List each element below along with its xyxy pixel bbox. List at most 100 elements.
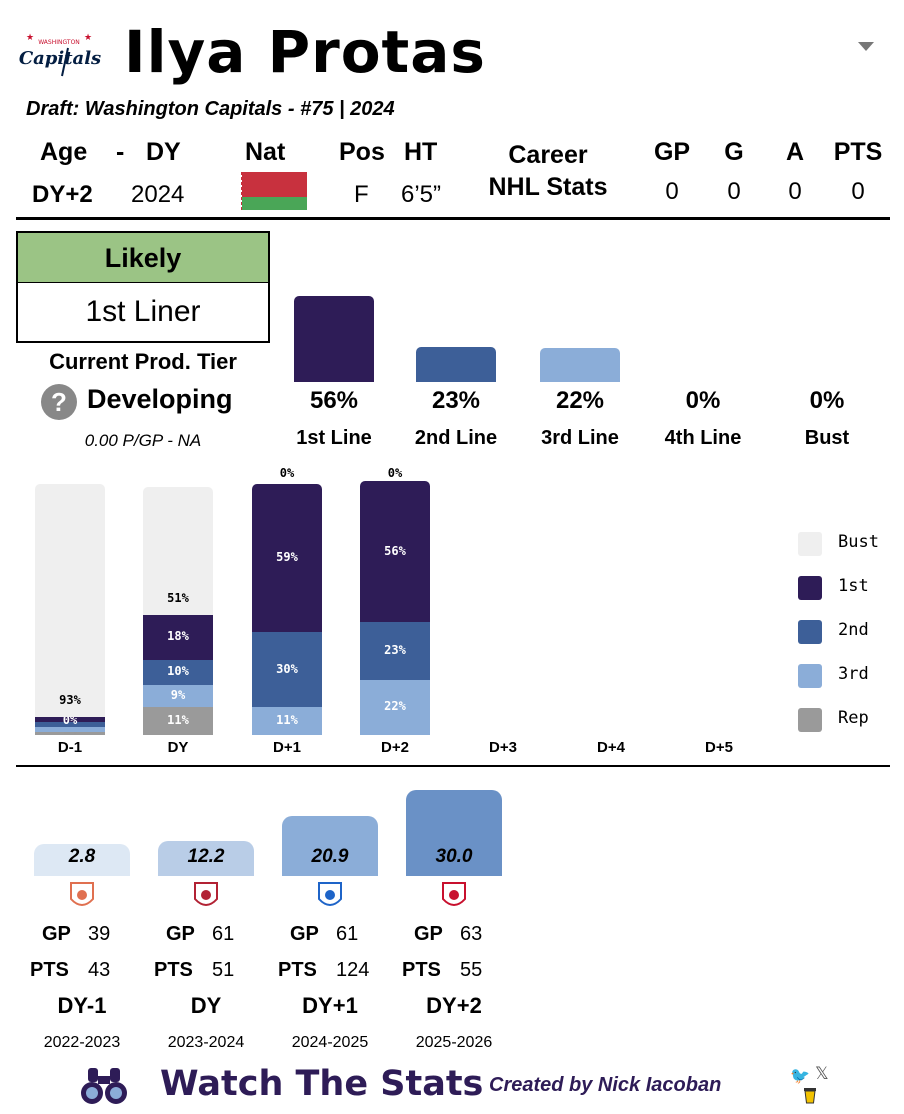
bar-segment-rep [143,707,213,735]
season-year: 2022-2023 [43,1034,121,1051]
season-gp: 63 [460,923,483,945]
binoculars-icon [80,1066,128,1106]
tier-bar [416,346,496,382]
chart-legend: Bust 1st 2nd 3rd Rep [798,530,898,740]
tier-chart: 56% 1st Line 23% 2nd Line 22% 3rd Line 0% 4th L… [270,280,890,460]
bar-segment-label: 11% [167,713,189,728]
season-bar [34,844,130,876]
dy-value: 2024 [131,181,185,208]
season-pts: 124 [336,959,370,981]
belarus-flag [231,172,307,210]
divider [16,217,890,220]
ushl-league-icon [192,881,220,911]
x-axis-label: D+5 [705,739,733,756]
season-pts: 51 [212,959,235,981]
svg-text:★: ★ [84,32,92,42]
season-bar [282,816,378,876]
bar-segment-label: 18% [167,629,189,644]
x-axis-label: DY [167,739,189,756]
svg-text:★: ★ [26,32,34,42]
footer-credit: Created by Nick Iacoban [489,1074,722,1096]
season-dy: DY-1 [57,993,107,1018]
bar-segment-rep [35,732,105,735]
prod-tier-value: Developing [87,384,233,414]
vhl-league-icon [68,881,96,911]
season-value: 12.2 [187,846,225,867]
ohl-league-icon [316,881,344,911]
gp-value: 0 [665,178,679,205]
season-gp-label: GP [42,923,71,945]
bar-segment-label: 10% [167,664,189,679]
dy-header: DY [146,138,181,166]
stacked-chart: 1%0%93%D-111%9%10%18%51%DY0%11%30%59%0%D… [20,455,780,760]
tier-label: 4th Line [664,427,742,449]
bar-segment-bust [143,486,213,615]
bar-segment-label: 0% [387,466,403,480]
tier-bar [540,348,620,382]
season-dy: DY [190,993,222,1018]
bar-segment-label: 51% [167,590,189,605]
legend-swatch-2nd [798,620,822,644]
player-name: Ilya Protas [124,18,486,86]
likely-outcome-box: Likely 1st Liner [16,231,270,343]
season-dy: DY+2 [426,993,482,1018]
nat-header: Nat [245,138,286,166]
bar-segment-2nd [35,722,105,728]
legend-swatch-bust [798,532,822,556]
tier-bar [294,296,374,382]
season-pts-label: PTS [278,959,317,981]
legend-swatch-rep [798,708,822,732]
team-logo: WASHINGTON ★ ★ Capitals [14,28,104,84]
bar-segment-label: 56% [384,543,406,558]
draft-info: Draft: Washington Capitals - #75 | 2024 [26,98,395,120]
bar-segment-1st [143,614,213,660]
bar-segment-3rd [252,707,322,735]
bar-segment-label: 23% [384,642,406,657]
legend-label: Bust [838,532,879,552]
season-pts-label: PTS [154,959,193,981]
pts-value: 0 [851,178,865,205]
bar-segment-label: 30% [276,661,298,676]
age-header: Age [40,138,88,166]
divider [16,765,890,767]
bar-segment-3rd [360,679,430,735]
team-logo-text: Capitals [19,48,101,69]
capitals-logo-icon: WASHINGTON ★ ★ Capitals [19,32,101,77]
bar-segment-2nd [143,659,213,685]
footer-brand[interactable]: Watch The Stats [160,1064,484,1104]
chevron-down-icon[interactable] [858,42,874,51]
season-gp: 61 [336,923,359,945]
season-cards: 2.8 GP 39 PTS 43 DY-1 2022-2023 12.2 GP 61 PTS 51 DY… [0,775,904,1065]
legend-label: 3rd [838,664,869,684]
x-icon[interactable]: 𝕏 [815,1064,829,1083]
x-axis-label: D+4 [597,739,625,756]
season-bar [406,790,502,876]
bar-segment-label: 22% [384,699,406,714]
season-gp: 61 [212,923,235,945]
team-logo-sub: WASHINGTON [38,39,80,46]
pos-value: F [354,181,369,208]
career-label-1: Career [508,141,588,169]
tier-label: Bust [804,427,850,449]
tier-percent: 56% [309,387,359,414]
legend-label: Rep [838,708,869,728]
pos-header: Pos [339,138,385,166]
pts-header: PTS [833,138,883,166]
bar-segment-bust [35,484,105,718]
a-header: A [785,138,805,166]
tier-percent: 0% [809,387,845,414]
season-year: 2023-2024 [167,1034,245,1051]
bar-segment-1st [252,484,322,633]
season-year: 2024-2025 [291,1034,369,1051]
bar-segment-2nd [252,632,322,708]
season-gp-label: GP [166,923,195,945]
question-icon[interactable]: ? [41,384,77,420]
twitter-icon[interactable]: 🐦 [790,1068,810,1085]
tier-percent: 22% [555,387,605,414]
season-gp: 39 [88,923,111,945]
coffee-icon[interactable] [803,1084,817,1104]
bar-segment-3rd [143,684,213,708]
ahl-league-icon [440,881,468,911]
season-pts-label: PTS [30,959,69,981]
season-gp-label: GP [290,923,319,945]
